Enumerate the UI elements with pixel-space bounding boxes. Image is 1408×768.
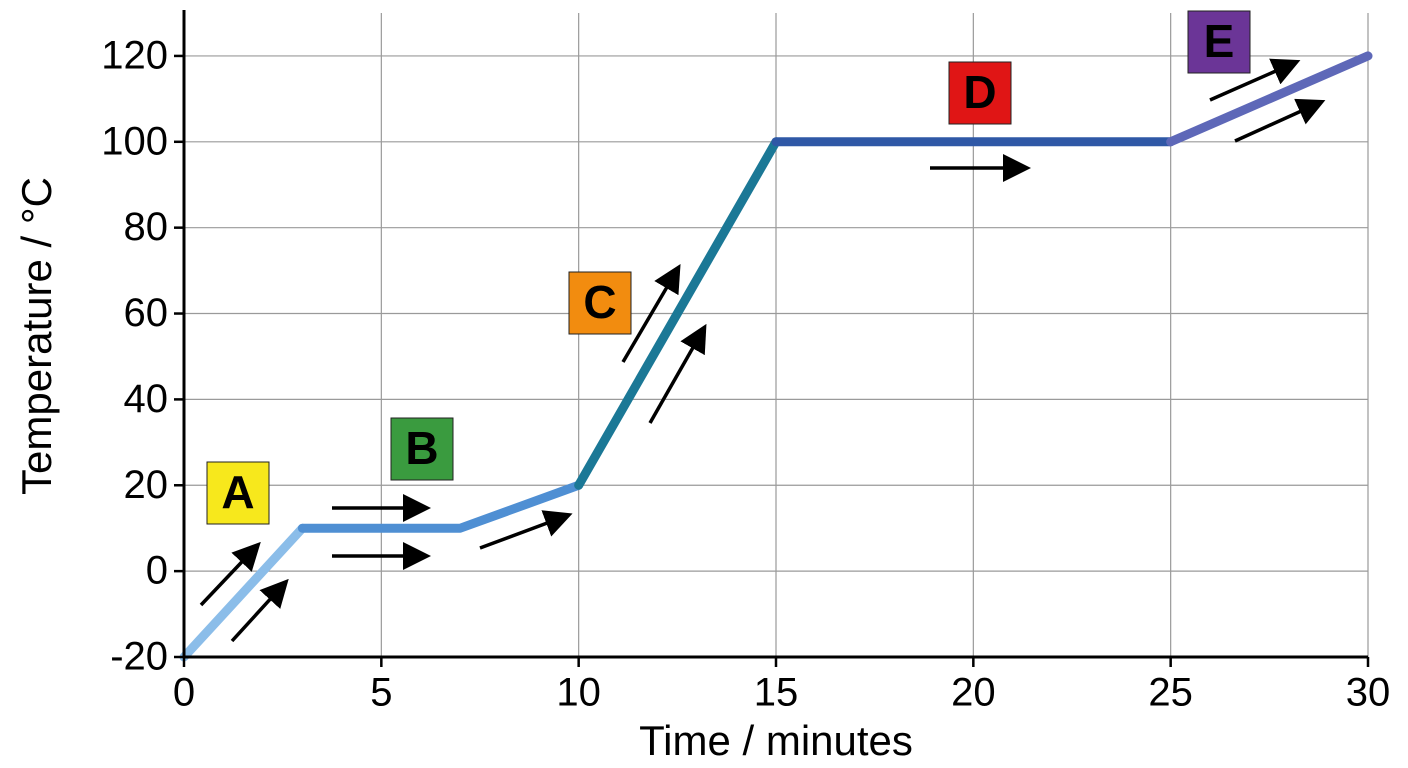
y-tick-label: 0 xyxy=(146,549,168,593)
y-tick-label: 20 xyxy=(124,463,169,507)
arrow xyxy=(621,263,681,363)
arrow xyxy=(230,578,289,643)
arrow xyxy=(1234,98,1326,143)
y-tick-label: -20 xyxy=(110,635,168,679)
y-tick-label: 60 xyxy=(124,291,169,335)
x-axis-label: Time / minutes xyxy=(639,717,913,764)
label-box xyxy=(390,417,454,481)
segment-label: E xyxy=(1204,15,1235,67)
x-tick-label: 0 xyxy=(173,671,195,715)
line-segment xyxy=(179,523,307,662)
arrow xyxy=(1209,58,1301,102)
y-axis-label: Temperature / °C xyxy=(13,177,60,495)
lines xyxy=(179,51,1373,662)
segment-label: A xyxy=(221,466,254,518)
y-tick-label: 120 xyxy=(101,33,168,77)
line-segment xyxy=(1166,51,1373,147)
label-box xyxy=(1187,10,1251,74)
segment-label: D xyxy=(963,66,996,118)
segment-label: C xyxy=(583,276,616,328)
y-tick-label: 100 xyxy=(101,119,168,163)
label-box xyxy=(948,61,1012,125)
line-segment xyxy=(574,137,781,490)
x-tick-label: 20 xyxy=(951,671,996,715)
label-box xyxy=(568,271,632,335)
y-tick-label: 80 xyxy=(124,205,169,249)
segment-labels: A B C D E xyxy=(206,10,1251,525)
segment-label: B xyxy=(405,422,438,474)
arrow xyxy=(648,323,707,424)
x-tick-label: 25 xyxy=(1148,671,1193,715)
arrows xyxy=(199,58,1326,643)
x-tick-label: 30 xyxy=(1346,671,1391,715)
x-tick-label: 5 xyxy=(370,671,392,715)
arrow xyxy=(479,510,573,550)
x-tick-label: 10 xyxy=(556,671,601,715)
x-tick-label: 15 xyxy=(754,671,799,715)
grid xyxy=(183,13,1369,658)
label-box xyxy=(206,461,270,525)
line-segment xyxy=(297,480,584,533)
arrow xyxy=(199,541,261,607)
y-tick-label: 40 xyxy=(124,377,169,421)
